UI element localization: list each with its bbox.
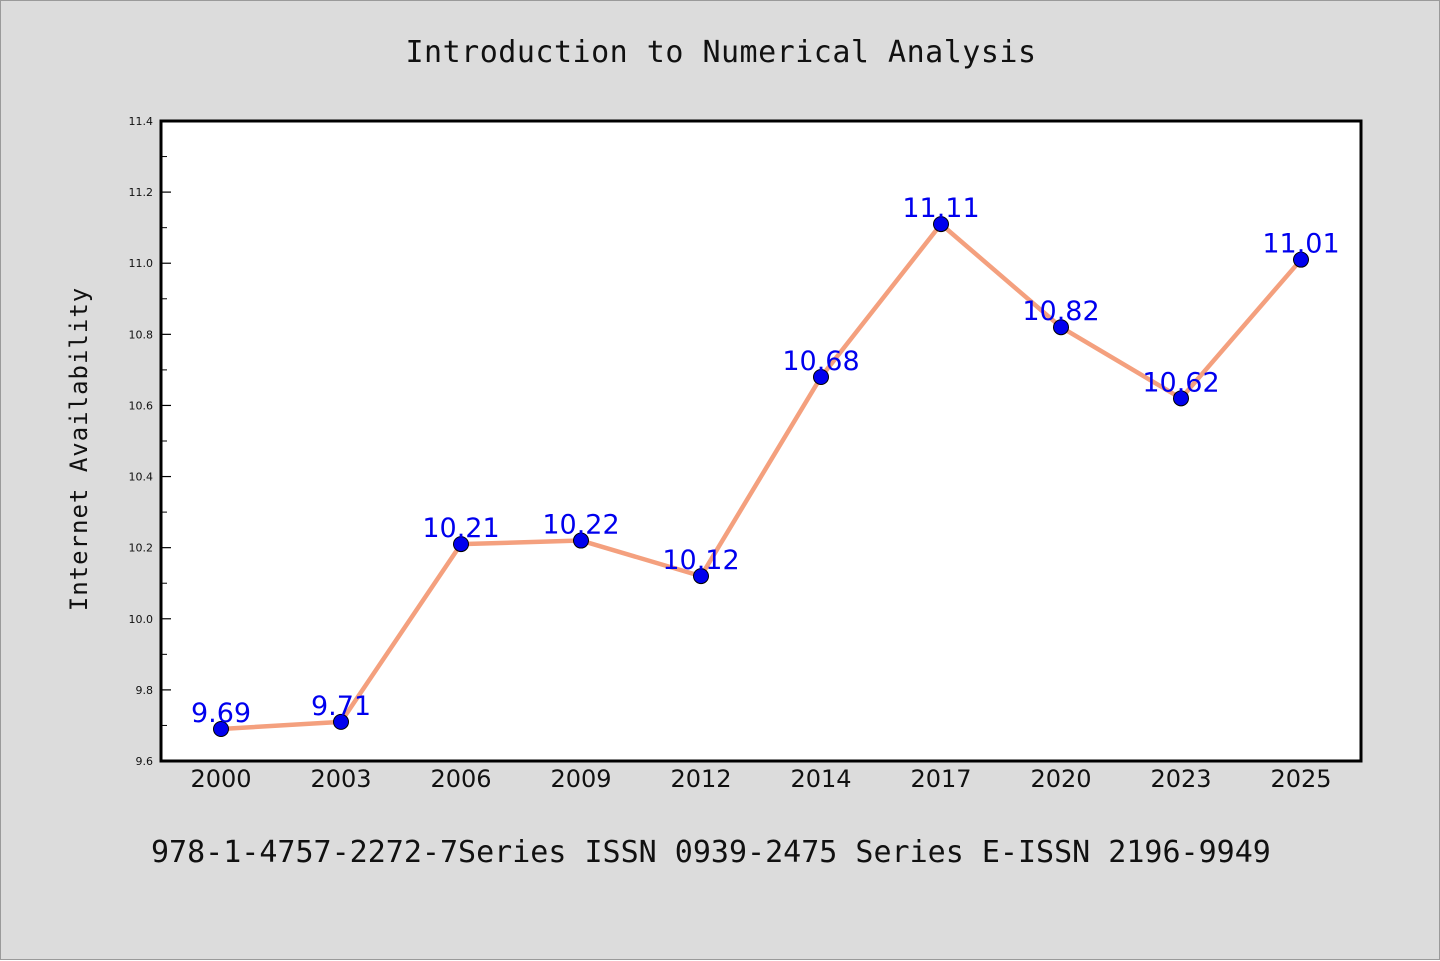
data-label-2: 10.21	[422, 513, 499, 544]
x-axis: 2000 2003 2006 2009 2012 2014 2017 2020 2023 2025	[190, 765, 1331, 793]
data-label-7: 10.82	[1022, 296, 1099, 327]
data-point-3	[573, 532, 589, 549]
data-point-7	[1053, 319, 1069, 336]
data-point-5	[813, 369, 829, 385]
footer-note: 978-1-4757-2272-7Series ISSN 0939-2475 S…	[151, 835, 1271, 870]
data-points	[213, 216, 1309, 737]
data-label-6: 11.11	[902, 193, 979, 224]
data-label-5: 10.68	[782, 346, 859, 377]
x-tick-label-7: 2020	[1030, 765, 1091, 793]
y-tick-label-4: 10.4	[129, 471, 154, 484]
y-axis: 9.6 9.8 10.0 10.2 10.4 10.6 10.8 11.0 11.2 11.4	[129, 115, 171, 768]
x-tick-label-6: 2017	[910, 765, 971, 793]
chart-title: Introduction to Numerical Analysis	[405, 35, 1037, 70]
x-tick-label-4: 2012	[670, 765, 731, 793]
y-tick-label-6: 10.8	[129, 328, 154, 341]
data-point-6	[933, 216, 949, 233]
data-label-3: 10.22	[542, 510, 619, 541]
y-tick-label-1: 9.8	[136, 684, 154, 697]
data-labels: 9.69 9.71 10.21 10.22 10.12 10.68 11.11 10.82 10…	[191, 193, 1340, 729]
data-label-0: 9.69	[191, 698, 251, 729]
x-tick-label-0: 2000	[190, 765, 251, 793]
plot-area	[159, 119, 1363, 763]
x-tick-label-5: 2014	[790, 765, 851, 793]
data-label-4: 10.12	[662, 545, 739, 576]
x-tick-label-2: 2006	[430, 765, 491, 793]
data-point-0	[213, 721, 229, 737]
data-label-9: 11.01	[1262, 229, 1339, 260]
data-point-1	[333, 713, 349, 730]
y-tick-label-5: 10.6	[129, 399, 154, 412]
x-tick-label-8: 2023	[1150, 765, 1211, 793]
data-point-9	[1293, 251, 1309, 268]
y-tick-label-2: 10.0	[129, 613, 154, 626]
y-tick-label-0: 9.6	[136, 755, 154, 768]
x-tick-label-3: 2009	[550, 765, 611, 793]
x-tick-label-1: 2003	[310, 765, 371, 793]
data-point-2	[453, 536, 469, 553]
data-point-8	[1173, 390, 1189, 407]
data-label-1: 9.71	[311, 691, 371, 722]
y-tick-label-3: 10.2	[129, 542, 154, 555]
x-tick-label-9: 2025	[1270, 765, 1331, 793]
data-label-8: 10.62	[1142, 367, 1219, 398]
data-point-4	[693, 568, 709, 585]
series-line	[218, 221, 1304, 732]
y-tick-label-8: 11.2	[129, 186, 154, 199]
y-tick-label-9: 11.4	[129, 115, 154, 128]
y-tick-label-7: 11.0	[129, 257, 154, 270]
